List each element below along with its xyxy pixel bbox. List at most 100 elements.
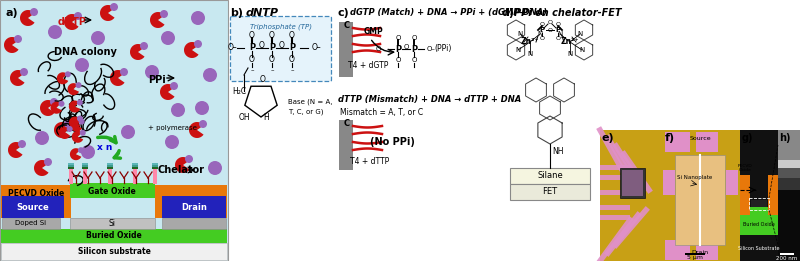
Text: Chelator: Chelator [158,165,205,175]
Text: O: O [539,35,545,40]
Text: e): e) [602,133,614,143]
Wedge shape [69,117,81,129]
Bar [107,163,113,167]
Bar [663,130,740,261]
Circle shape [44,158,52,166]
Text: O: O [403,44,409,50]
Bar [665,240,690,260]
Bar [339,22,353,77]
Circle shape [191,11,205,25]
Text: O–: O– [227,44,237,52]
Text: O–: O– [312,44,322,52]
Bar [620,168,645,198]
Bar [1,243,227,260]
Wedge shape [10,70,25,86]
Text: dTTP (Mismatch) + DNA → dTTP + DNA: dTTP (Mismatch) + DNA → dTTP + DNA [338,95,522,104]
Bar [133,168,137,184]
Wedge shape [57,72,68,84]
Bar [1,229,227,243]
Text: O: O [395,35,401,41]
Bar [750,207,768,215]
Text: O: O [289,56,295,64]
Circle shape [161,31,175,45]
Circle shape [171,103,185,117]
Bar [778,130,800,261]
Wedge shape [189,122,203,138]
Bar [510,168,590,184]
Bar [778,130,800,160]
Bar [70,183,155,198]
Text: O: O [555,21,561,27]
Bar [153,168,157,184]
Wedge shape [72,131,83,143]
Wedge shape [150,12,165,28]
Text: T4 + dGTP: T4 + dGTP [348,61,388,69]
Text: N: N [579,47,585,53]
Bar [778,178,800,190]
Circle shape [80,130,86,136]
Circle shape [199,120,207,128]
Wedge shape [100,5,114,21]
Text: O: O [249,56,255,64]
Bar [69,168,73,184]
Bar [132,165,138,169]
Wedge shape [50,102,62,114]
Text: h): h) [779,133,790,143]
Wedge shape [34,160,49,176]
Circle shape [75,58,89,72]
Circle shape [78,147,84,153]
Circle shape [77,116,83,122]
Text: H₂C: H₂C [232,86,246,96]
Bar [685,253,705,255]
Text: x n: x n [98,144,113,152]
Text: O: O [259,41,265,50]
Text: N: N [558,31,562,37]
Text: O: O [547,27,553,33]
Text: T, C, or G): T, C, or G) [288,109,323,115]
Text: P: P [411,44,417,54]
Text: O: O [555,35,561,40]
Text: O: O [269,32,275,40]
Circle shape [160,10,168,18]
Circle shape [18,140,26,148]
Circle shape [78,118,85,124]
Text: 200 nm: 200 nm [776,256,798,260]
Text: O: O [411,57,417,63]
Text: f): f) [665,133,675,143]
Text: –: – [270,67,274,73]
Bar [82,165,88,169]
Bar [740,175,750,215]
Wedge shape [8,142,22,158]
Text: PPi on chelator-FET: PPi on chelator-FET [514,8,622,18]
Text: O: O [269,56,275,64]
Text: Silane: Silane [537,171,563,181]
Circle shape [48,25,62,39]
Circle shape [64,120,72,128]
Text: (No PPi): (No PPi) [370,137,415,147]
Bar [600,190,630,195]
Bar [600,165,630,170]
Text: Drain: Drain [181,203,207,211]
Bar [152,165,158,169]
Bar [740,215,778,235]
Text: + polymerase: + polymerase [148,125,197,131]
Bar [132,163,138,167]
Text: Triphosphate (TP): Triphosphate (TP) [250,23,312,29]
Circle shape [145,65,159,79]
Text: C: C [344,21,350,29]
Text: Buried Oxide: Buried Oxide [743,222,775,228]
Wedge shape [130,44,145,60]
Circle shape [195,101,209,115]
Bar [696,240,718,260]
Wedge shape [69,100,80,112]
Wedge shape [64,14,78,30]
Text: N: N [518,31,522,37]
Bar [600,175,630,180]
Circle shape [121,125,135,139]
Text: H: H [263,114,269,122]
Circle shape [74,12,82,20]
Circle shape [50,98,58,106]
Text: dGTP (Match) + DNA → PPi + (dGMP-DNA): dGTP (Match) + DNA → PPi + (dGMP-DNA) [350,8,547,17]
Text: 5 μm: 5 μm [687,256,703,260]
Circle shape [91,31,105,45]
